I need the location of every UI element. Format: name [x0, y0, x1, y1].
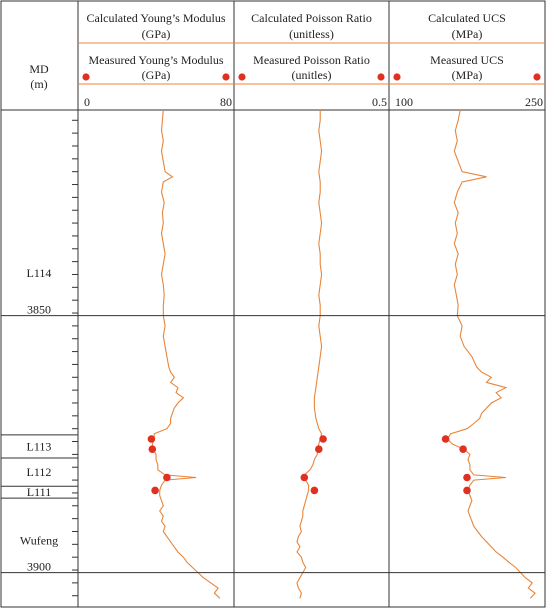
formation-label: L111 — [27, 485, 51, 499]
legend-marker-right — [533, 73, 541, 81]
measured-point — [300, 473, 309, 482]
calculated-unit: (MPa) — [452, 27, 483, 41]
formation-label: L112 — [27, 465, 52, 479]
depth-column-header: MD (m) — [29, 62, 49, 91]
measured-unit: (MPa) — [452, 68, 483, 82]
legend-marker-right — [377, 73, 385, 81]
formation-label: L113 — [27, 439, 52, 453]
measured-point — [147, 435, 156, 443]
tracks: Calculated Young’s Modulus(GPa)Measured … — [82, 11, 543, 599]
measured-point — [148, 445, 157, 454]
track-3: Calculated UCS(MPa)Measured UCS(MPa)100 2… — [393, 11, 543, 599]
track-2: Calculated Poisson Ratio (unitless) Measur… — [238, 11, 387, 599]
legend-marker-right — [222, 73, 230, 81]
measured-point — [163, 473, 171, 482]
measured-point — [463, 473, 471, 482]
depth-tick-label: 3900 — [27, 560, 51, 574]
scale-max: 250 — [525, 95, 543, 109]
legend-marker-left — [238, 73, 246, 81]
measured-title: Measured UCS — [430, 53, 504, 67]
calculated-title: Calculated Poisson Ratio — [251, 11, 372, 25]
calculated-curve — [151, 109, 221, 599]
measured-point — [463, 486, 471, 495]
measured-point — [319, 435, 327, 443]
formation-label: L114 — [27, 266, 52, 280]
legend-marker-left — [393, 73, 401, 81]
calculated-title: Calculated UCS — [428, 11, 506, 25]
legend-marker-left — [82, 73, 90, 81]
calculated-unit: (unitless) — [289, 27, 334, 41]
calculated-curve — [446, 109, 536, 599]
measured-point — [441, 435, 450, 443]
scale-min: 0 — [84, 95, 90, 109]
scale-max: 0.5 — [372, 95, 387, 109]
calculated-curve — [296, 110, 323, 599]
measured-title: Measured Young’s Modulus — [88, 53, 223, 67]
scale-min: 100 — [395, 95, 413, 109]
measured-title: Measured Poisson Ratio — [253, 53, 370, 67]
depth-axis-title: MD — [29, 62, 49, 76]
header-separators — [78, 42, 545, 85]
calculated-unit: (GPa) — [142, 27, 171, 41]
depth-tick-label: 3850 — [27, 303, 51, 317]
formation-label: Wufeng — [20, 533, 58, 547]
measured-unit: (GPa) — [142, 68, 171, 82]
measured-unit: (unitles) — [292, 68, 332, 82]
measured-point — [151, 486, 159, 495]
track-1: Calculated Young’s Modulus(GPa)Measured … — [82, 11, 232, 599]
measured-point — [315, 445, 323, 454]
calculated-title: Calculated Young’s Modulus — [86, 11, 225, 25]
depth-axis: 3850 3900 L114 L113 L112 L111 Wufeng — [1, 119, 545, 597]
scale-max: 80 — [220, 95, 232, 109]
depth-axis-unit: (m) — [30, 77, 47, 91]
measured-point — [310, 486, 319, 495]
measured-point — [459, 445, 467, 454]
